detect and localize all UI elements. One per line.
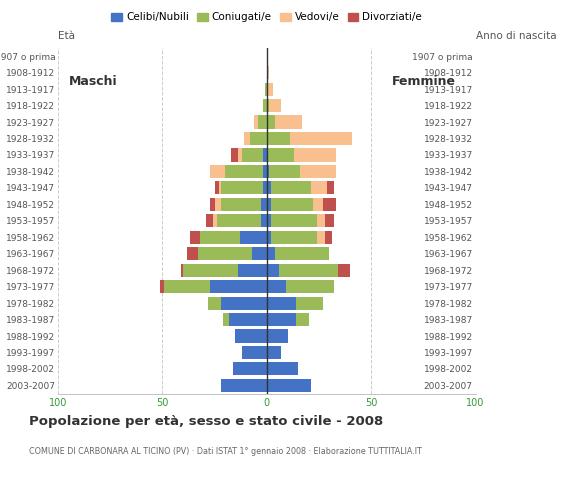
Bar xyxy=(317,231,325,244)
Bar xyxy=(290,132,353,145)
Bar xyxy=(211,280,267,293)
Bar xyxy=(267,297,296,310)
Text: COMUNE DI CARBONARA AL TICINO (PV) · Dati ISTAT 1° gennaio 2008 · Elaborazione T: COMUNE DI CARBONARA AL TICINO (PV) · Dat… xyxy=(29,446,422,456)
Bar xyxy=(267,313,296,326)
Bar xyxy=(280,264,338,277)
Bar xyxy=(242,346,267,359)
Bar xyxy=(267,66,269,79)
Bar xyxy=(271,214,317,228)
Bar xyxy=(267,198,271,211)
Bar xyxy=(271,181,311,194)
Bar xyxy=(190,231,200,244)
Bar xyxy=(300,165,336,178)
Bar xyxy=(211,198,215,211)
Text: Anno di nascita: Anno di nascita xyxy=(476,31,556,41)
Bar xyxy=(206,214,212,228)
Bar xyxy=(260,214,267,228)
Bar xyxy=(267,165,269,178)
Bar xyxy=(225,165,263,178)
Bar xyxy=(254,116,259,129)
Bar xyxy=(263,99,267,112)
Bar xyxy=(267,181,271,194)
Bar xyxy=(267,329,288,343)
Bar xyxy=(267,231,271,244)
Bar xyxy=(183,264,238,277)
Bar xyxy=(221,379,267,392)
Bar xyxy=(269,99,281,112)
Bar xyxy=(217,214,260,228)
Bar xyxy=(235,329,267,343)
Bar xyxy=(215,181,219,194)
Bar xyxy=(275,247,329,260)
Bar xyxy=(285,280,334,293)
Bar xyxy=(325,214,334,228)
Bar xyxy=(294,148,336,162)
Bar xyxy=(271,231,317,244)
Text: Età: Età xyxy=(58,31,75,41)
Bar xyxy=(267,214,271,228)
Bar xyxy=(275,116,302,129)
Bar xyxy=(221,198,260,211)
Bar xyxy=(260,198,267,211)
Bar xyxy=(259,116,267,129)
Bar xyxy=(238,148,242,162)
Bar xyxy=(269,165,300,178)
Bar xyxy=(271,198,313,211)
Text: Maschi: Maschi xyxy=(68,75,117,88)
Bar xyxy=(267,148,294,162)
Bar xyxy=(233,362,267,375)
Bar xyxy=(296,313,309,326)
Bar xyxy=(198,247,252,260)
Bar xyxy=(223,313,229,326)
Bar xyxy=(267,362,298,375)
Bar xyxy=(325,231,332,244)
Text: Femmine: Femmine xyxy=(392,75,456,88)
Bar xyxy=(267,99,269,112)
Bar xyxy=(338,264,350,277)
Bar xyxy=(267,379,311,392)
Bar xyxy=(212,214,217,228)
Bar xyxy=(219,181,221,194)
Bar xyxy=(296,297,323,310)
Bar xyxy=(250,132,267,145)
Bar xyxy=(187,247,198,260)
Bar xyxy=(238,264,267,277)
Legend: Celibi/Nubili, Coniugati/e, Vedovi/e, Divorziati/e: Celibi/Nubili, Coniugati/e, Vedovi/e, Di… xyxy=(107,8,426,26)
Bar xyxy=(242,148,263,162)
Bar xyxy=(240,231,267,244)
Bar xyxy=(160,280,165,293)
Bar xyxy=(267,280,285,293)
Bar xyxy=(264,83,267,96)
Bar xyxy=(311,181,327,194)
Bar xyxy=(263,181,267,194)
Bar xyxy=(229,313,267,326)
Bar xyxy=(181,264,183,277)
Bar xyxy=(200,231,240,244)
Bar xyxy=(267,346,281,359)
Bar xyxy=(263,165,267,178)
Bar xyxy=(165,280,211,293)
Bar xyxy=(317,214,325,228)
Bar xyxy=(263,148,267,162)
Bar xyxy=(208,297,221,310)
Bar xyxy=(327,181,333,194)
Bar xyxy=(313,198,323,211)
Bar xyxy=(211,165,225,178)
Bar xyxy=(323,198,336,211)
Bar xyxy=(215,198,221,211)
Bar xyxy=(231,148,238,162)
Bar xyxy=(244,132,250,145)
Bar xyxy=(267,116,275,129)
Text: Popolazione per età, sesso e stato civile - 2008: Popolazione per età, sesso e stato civil… xyxy=(29,415,383,428)
Bar xyxy=(267,247,275,260)
Bar xyxy=(221,297,267,310)
Bar xyxy=(221,181,263,194)
Bar xyxy=(267,132,290,145)
Bar xyxy=(267,264,280,277)
Bar xyxy=(252,247,267,260)
Bar xyxy=(267,83,273,96)
